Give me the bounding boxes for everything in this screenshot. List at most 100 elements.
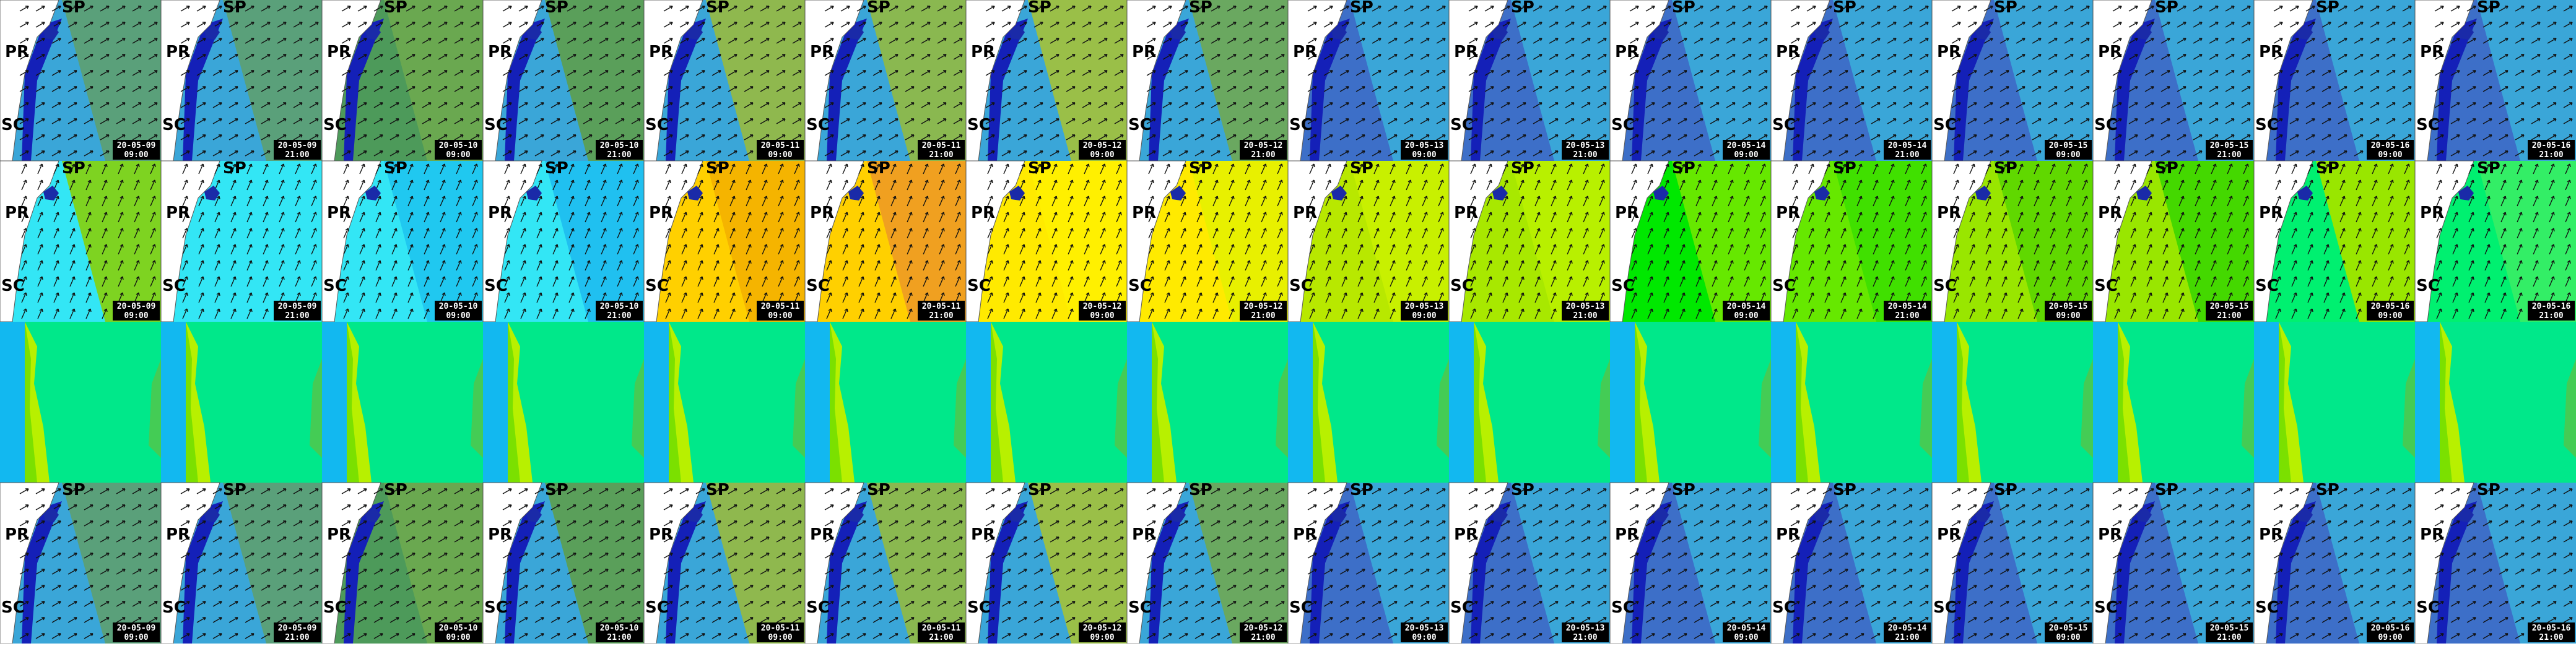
state-label: SP — [384, 481, 407, 499]
timestamp-time: 21:00 — [929, 150, 953, 160]
bay — [1814, 25, 1830, 40]
timestamp-box — [1401, 301, 1448, 321]
bay — [1170, 507, 1186, 522]
state-label: SC — [484, 598, 508, 617]
timestamp-time: 09:00 — [768, 150, 792, 160]
timestamp-date: 20-05-16 — [2532, 624, 2571, 633]
wind-arrows — [341, 161, 483, 322]
wind-arrows — [2273, 483, 2415, 644]
timestamp-box — [435, 140, 482, 160]
wind-arrows — [1307, 161, 1449, 322]
coast-inner — [2118, 322, 2130, 483]
state-label: PR — [1615, 43, 1639, 61]
wind-arrows — [985, 0, 1127, 161]
coast-inner — [508, 322, 520, 483]
wind-arrows — [1629, 483, 1771, 644]
timestamp-date: 20-05-15 — [2049, 624, 2088, 633]
offshore-band — [632, 359, 644, 458]
state-label: PR — [649, 525, 673, 544]
timestamp-box — [2206, 301, 2253, 321]
timestamp-time: 09:00 — [768, 633, 792, 642]
state-label: SP — [2477, 159, 2500, 178]
state-label: PR — [1937, 43, 1961, 61]
ocean-strip — [644, 322, 669, 483]
state-label: SP — [706, 0, 729, 17]
state-label: PR — [2259, 525, 2283, 544]
timestamp-time: 09:00 — [124, 633, 148, 642]
bay — [2297, 186, 2313, 200]
timestamp-time: 09:00 — [2056, 633, 2080, 642]
timestamp-date: 20-05-16 — [2371, 141, 2410, 150]
timestamp-time: 21:00 — [2539, 311, 2563, 321]
state-label: SC — [484, 116, 508, 134]
timestamp-date: 20-05-14 — [1727, 624, 1766, 633]
state-label: SC — [1772, 116, 1796, 134]
timestamp-box — [1401, 622, 1448, 642]
timestamp-box — [1240, 301, 1287, 321]
state-label: PR — [810, 43, 834, 61]
timestamp-time: 09:00 — [2378, 633, 2402, 642]
map-tile — [805, 322, 966, 483]
timestamp-box — [596, 301, 643, 321]
timestamp-date: 20-05-13 — [1405, 302, 1444, 311]
timestamp-date: 20-05-14 — [1727, 302, 1766, 311]
state-label: SP — [1672, 159, 1695, 178]
bay — [1492, 25, 1508, 40]
bay — [1009, 25, 1025, 40]
timestamp-date: 20-05-13 — [1566, 302, 1605, 311]
timestamp-time: 21:00 — [1573, 311, 1597, 321]
timestamp-date: 20-05-16 — [2371, 302, 2410, 311]
timestamp-time: 09:00 — [2378, 150, 2402, 160]
state-label: SP — [1028, 159, 1051, 178]
state-label: SP — [1833, 481, 1856, 499]
wind-arrows — [2434, 483, 2576, 644]
ocean-strip — [1771, 322, 1796, 483]
wind-arrows — [1468, 483, 1610, 644]
timestamp-box — [757, 301, 804, 321]
timestamp-time: 21:00 — [1251, 150, 1275, 160]
state-label: SP — [384, 0, 407, 17]
state-label: SP — [2316, 159, 2339, 178]
wind-arrows — [180, 483, 322, 644]
timestamp-time: 09:00 — [446, 633, 470, 642]
coast-inner — [1635, 322, 1647, 483]
state-label: PR — [488, 525, 512, 544]
map-tile — [2093, 322, 2254, 483]
timestamp-box — [113, 622, 160, 642]
timestamp-box — [596, 140, 643, 160]
state-label: SC — [1128, 116, 1152, 134]
bay — [1653, 25, 1669, 40]
map-tile — [1771, 322, 1932, 483]
wind-arrows — [1951, 161, 2093, 322]
state-label: PR — [1937, 204, 1961, 222]
state-label: SC — [806, 277, 830, 295]
wind-arrows — [341, 483, 483, 644]
map-tile — [1288, 322, 1449, 483]
state-label: PR — [1776, 43, 1800, 61]
state-label: PR — [2420, 204, 2444, 222]
state-label: SP — [223, 0, 246, 17]
timestamp-time: 09:00 — [1412, 311, 1436, 321]
timestamp-date: 20-05-10 — [600, 624, 639, 633]
state-label: SP — [2316, 0, 2339, 17]
timestamp-box — [1079, 622, 1126, 642]
wind-arrows — [1468, 161, 1610, 322]
timestamp-box — [918, 622, 965, 642]
state-label: SP — [1350, 159, 1373, 178]
wind-arrows — [502, 161, 644, 322]
state-label: SP — [545, 0, 568, 17]
map-tile — [966, 322, 1127, 483]
timestamp-date: 20-05-15 — [2210, 624, 2249, 633]
wind-arrows — [824, 161, 966, 322]
